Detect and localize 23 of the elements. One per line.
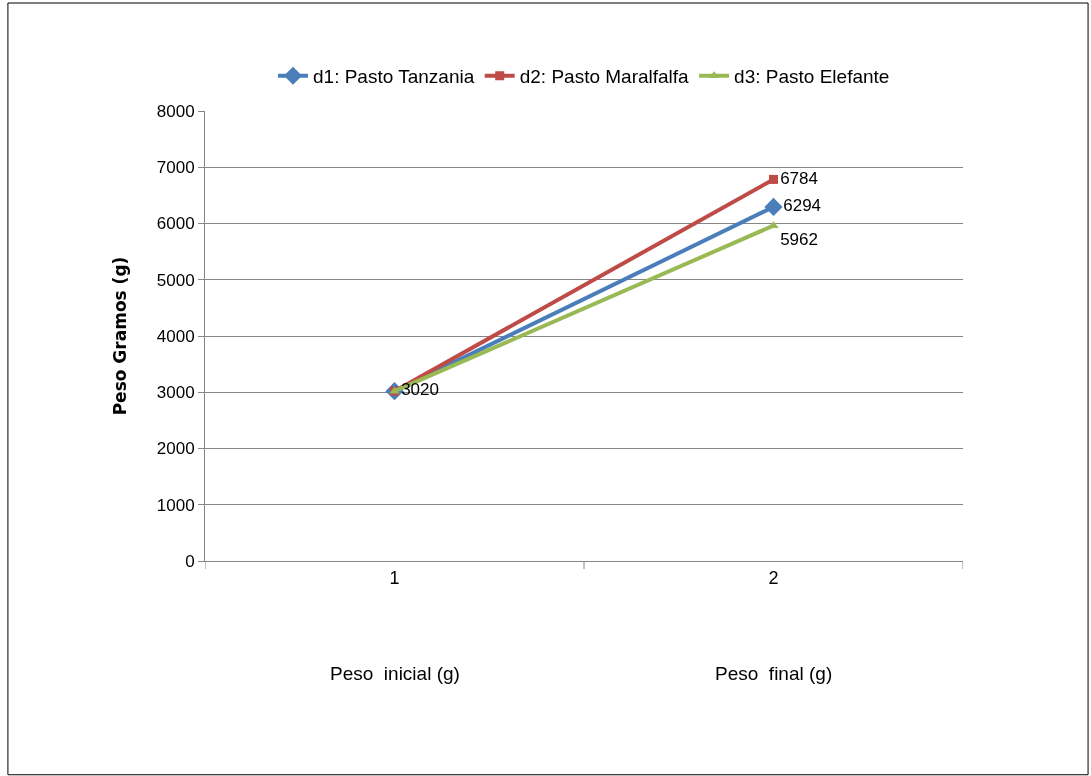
data-label: 6294 xyxy=(783,196,822,216)
text: Peso inicial (g) xyxy=(330,663,460,684)
legend-label: d1: Pasto Tanzania xyxy=(313,66,475,88)
y-axis-title: Peso Gramos (g) xyxy=(110,256,131,416)
x-tick-label: 2 xyxy=(768,567,779,588)
y-tick-label: 6000 xyxy=(156,214,195,234)
y-tick-label: 8000 xyxy=(156,101,195,121)
legend-label: d2: Pasto Maralfalfa xyxy=(519,66,690,88)
y-tick-label: 7000 xyxy=(156,158,195,178)
y-tick-label: 0 xyxy=(185,551,195,571)
text: Peso final (g) xyxy=(715,663,833,684)
data-label: 3020 xyxy=(401,380,439,400)
legend-label: d3: Pasto Elefante xyxy=(734,66,890,88)
y-tick-label: 3000 xyxy=(156,383,195,403)
y-tick-label: 5000 xyxy=(156,270,195,290)
y-tick-label: 2000 xyxy=(156,439,195,459)
x-tick-label: 1 xyxy=(389,567,400,588)
point xyxy=(764,197,783,217)
data-label: 6784 xyxy=(780,168,818,188)
data-label: 5962 xyxy=(780,230,818,250)
y-tick-label: 4000 xyxy=(156,326,195,346)
y-tick-label: 1000 xyxy=(156,495,195,515)
point xyxy=(769,174,778,184)
